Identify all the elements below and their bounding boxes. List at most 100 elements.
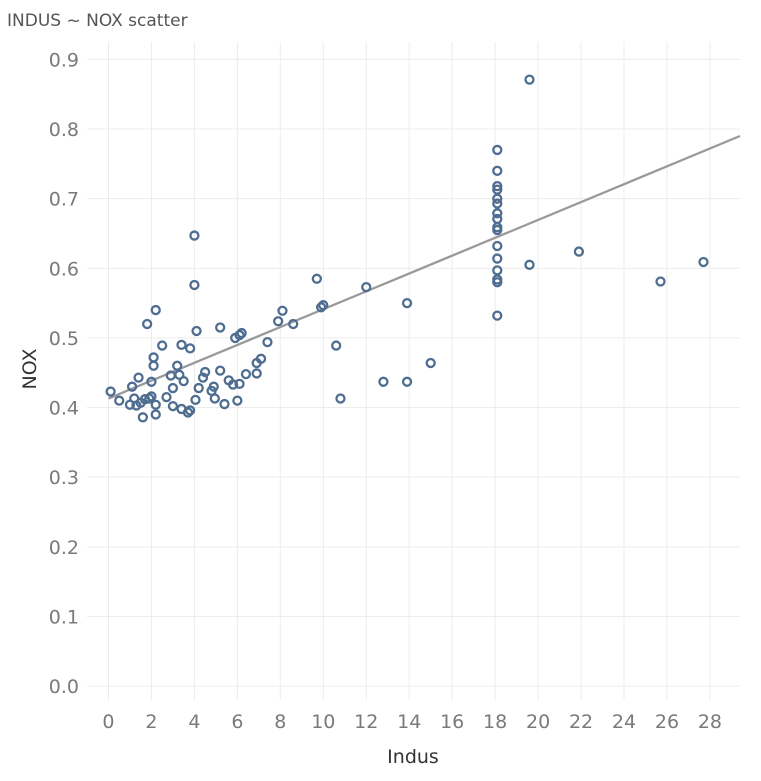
data-point	[232, 395, 243, 406]
data-point	[318, 300, 329, 311]
data-point	[492, 253, 503, 264]
data-point	[492, 198, 503, 209]
x-tick-label: 26	[655, 711, 679, 733]
data-point	[331, 340, 342, 351]
x-tick-label: 24	[612, 711, 636, 733]
data-point	[184, 343, 196, 354]
data-point	[492, 277, 503, 288]
data-point	[146, 391, 157, 402]
chart-title: INDUS ~ NOX scatter	[7, 11, 188, 31]
data-point	[167, 401, 179, 412]
x-tick-label: 2	[145, 711, 157, 733]
data-point	[492, 240, 503, 252]
data-point	[193, 382, 204, 394]
x-tick-label: 20	[526, 711, 550, 733]
x-tick-label: 16	[440, 711, 464, 733]
x-tick-label: 4	[188, 711, 200, 733]
data-point	[197, 372, 209, 383]
data-point	[189, 230, 200, 241]
data-point	[215, 322, 226, 333]
data-point	[191, 325, 202, 337]
data-point	[184, 405, 196, 416]
data-point	[335, 393, 346, 404]
y-tick-label: 0.3	[49, 467, 79, 489]
data-point	[524, 74, 535, 85]
x-tick-label: 18	[483, 711, 507, 733]
y-axis-title: NOX	[19, 349, 41, 390]
data-point	[277, 305, 288, 316]
data-point	[273, 316, 284, 327]
x-tick-label: 14	[397, 711, 421, 733]
y-tick-label: 0.1	[49, 606, 79, 628]
data-point	[234, 378, 245, 390]
data-point	[378, 376, 389, 387]
data-point	[315, 302, 327, 313]
data-point	[227, 379, 239, 390]
y-tick-label: 0.6	[49, 258, 79, 280]
data-point	[236, 327, 247, 339]
data-point	[251, 368, 262, 379]
data-point	[189, 279, 200, 291]
trend-line	[108, 134, 741, 400]
data-point	[492, 193, 503, 204]
y-tick-label: 0.9	[49, 49, 79, 71]
data-point	[492, 165, 503, 176]
data-point	[178, 375, 189, 387]
data-point	[698, 256, 709, 268]
data-point	[167, 382, 179, 394]
data-point	[199, 366, 211, 378]
x-axis-title: Indus	[387, 746, 439, 768]
data-point	[190, 394, 201, 406]
x-axis-ticks: 0 2 4 6 8 10 12 14 16 18 20 22 24 26 28	[102, 711, 722, 733]
data-point	[655, 276, 666, 287]
data-point	[288, 318, 299, 330]
data-point	[255, 353, 267, 364]
data-point	[492, 213, 503, 225]
data-points	[105, 74, 709, 423]
data-point	[133, 372, 144, 383]
data-point	[148, 352, 159, 363]
data-point	[146, 376, 157, 387]
data-point	[157, 340, 168, 351]
data-point	[492, 265, 503, 276]
data-point	[105, 386, 116, 397]
data-point	[401, 297, 413, 309]
data-point	[425, 357, 436, 369]
data-point	[234, 329, 245, 341]
y-tick-label: 0.5	[49, 328, 79, 350]
y-tick-label: 0.7	[49, 189, 79, 211]
data-point	[401, 376, 413, 387]
x-tick-label: 0	[102, 711, 114, 733]
data-point	[182, 407, 194, 418]
data-point	[311, 273, 322, 284]
y-axis-ticks: 0.0 0.1 0.2 0.3 0.4 0.5 0.6 0.7 0.8 0.9	[49, 49, 79, 698]
data-point	[219, 398, 230, 410]
data-point	[161, 391, 172, 403]
data-point	[492, 208, 503, 219]
data-point	[524, 259, 535, 270]
data-point	[176, 339, 187, 351]
data-point	[150, 409, 161, 420]
data-point	[150, 399, 161, 410]
data-point	[172, 360, 183, 371]
data-point	[114, 395, 125, 406]
x-tick-label: 6	[231, 711, 243, 733]
data-point	[573, 246, 585, 257]
data-point	[240, 368, 252, 380]
data-point	[126, 381, 138, 392]
data-point	[208, 381, 219, 392]
y-tick-label: 0.8	[49, 119, 79, 141]
data-point	[141, 318, 153, 330]
data-point	[492, 224, 503, 236]
data-point	[150, 304, 161, 316]
data-point	[262, 336, 273, 348]
grid-lines	[87, 42, 740, 700]
x-tick-label: 22	[569, 711, 593, 733]
x-tick-label: 28	[698, 711, 722, 733]
data-point	[215, 365, 226, 376]
data-point	[492, 180, 503, 192]
data-point	[492, 144, 503, 156]
data-point	[492, 310, 503, 321]
